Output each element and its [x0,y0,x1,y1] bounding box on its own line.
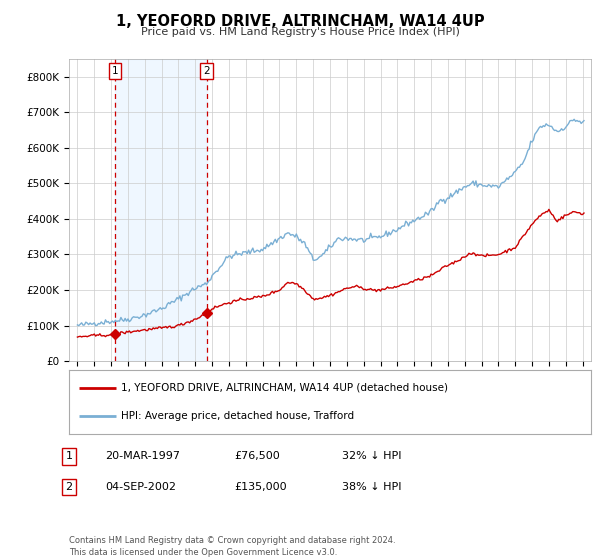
Text: 1: 1 [112,67,118,76]
Text: 1, YEOFORD DRIVE, ALTRINCHAM, WA14 4UP: 1, YEOFORD DRIVE, ALTRINCHAM, WA14 4UP [116,14,484,29]
Text: 32% ↓ HPI: 32% ↓ HPI [342,451,401,461]
Text: Contains HM Land Registry data © Crown copyright and database right 2024.
This d: Contains HM Land Registry data © Crown c… [69,536,395,557]
Text: £76,500: £76,500 [234,451,280,461]
Text: 2: 2 [203,67,210,76]
Text: 38% ↓ HPI: 38% ↓ HPI [342,482,401,492]
Text: Price paid vs. HM Land Registry's House Price Index (HPI): Price paid vs. HM Land Registry's House … [140,27,460,37]
Text: 20-MAR-1997: 20-MAR-1997 [105,451,180,461]
Text: 2: 2 [65,482,73,492]
Text: HPI: Average price, detached house, Trafford: HPI: Average price, detached house, Traf… [121,411,355,421]
Text: £135,000: £135,000 [234,482,287,492]
Text: 1: 1 [65,451,73,461]
Text: 1, YEOFORD DRIVE, ALTRINCHAM, WA14 4UP (detached house): 1, YEOFORD DRIVE, ALTRINCHAM, WA14 4UP (… [121,382,448,393]
Bar [115,59,206,361]
Text: 04-SEP-2002: 04-SEP-2002 [105,482,176,492]
